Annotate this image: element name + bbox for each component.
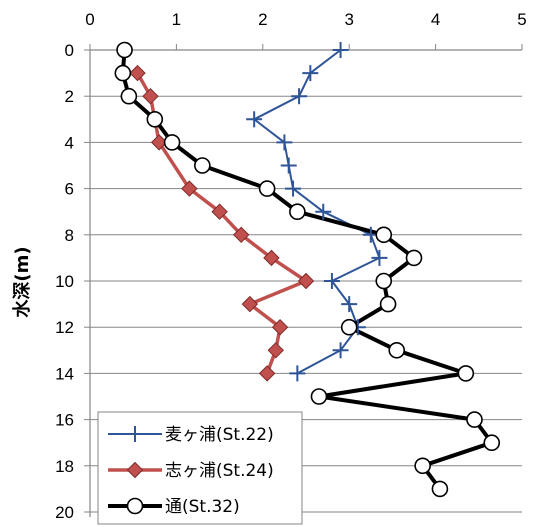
series-1-point-8 xyxy=(315,203,332,220)
y-tick-label-10: 10 xyxy=(55,272,74,291)
y-tick-label-8: 8 xyxy=(65,226,74,245)
series-3-point-19 xyxy=(414,457,431,475)
x-tick-label-1: 1 xyxy=(172,10,181,29)
series-1-point-5 xyxy=(276,134,293,151)
legend-label-2: 志ヶ浦(St.24) xyxy=(165,461,274,481)
series-1-point-2 xyxy=(302,65,319,82)
series-2-point-8 xyxy=(263,249,280,267)
y-tick-label-16: 16 xyxy=(55,411,74,430)
series-3-point-1 xyxy=(116,41,133,59)
series-1-point-7 xyxy=(285,180,302,197)
legend-marker-3 xyxy=(126,497,144,515)
series-2-point-9 xyxy=(297,272,315,290)
legend-label-3: 通(St.32) xyxy=(165,497,240,517)
y-tick-label-20: 20 xyxy=(55,503,74,522)
x-tick-labels: 0 1 2 3 4 5 xyxy=(85,10,526,29)
x-tick-label-3: 3 xyxy=(344,10,353,29)
series-3-point-15 xyxy=(457,365,475,382)
series-2-point-1 xyxy=(129,64,146,82)
axes xyxy=(84,44,523,517)
series-3-point-17 xyxy=(466,411,483,428)
y-tick-label-4: 4 xyxy=(65,133,74,152)
y-tick-label-18: 18 xyxy=(55,457,74,476)
series-1-point-11 xyxy=(323,273,340,289)
series-1-point-6 xyxy=(280,157,297,174)
series-2-point-12 xyxy=(267,342,284,359)
series-3-point-12 xyxy=(379,295,397,313)
series-3-point-4 xyxy=(146,111,164,128)
series-3-point-3 xyxy=(120,87,138,105)
y-tick-labels: 0 2 4 6 8 10 12 14 16 18 20 xyxy=(55,41,74,522)
series-2-point-5 xyxy=(181,180,198,197)
series-1-point-3 xyxy=(291,88,308,105)
series-2-point-7 xyxy=(232,226,250,244)
series-1-point-12 xyxy=(341,296,358,313)
y-tick-label-12: 12 xyxy=(55,318,74,337)
series-3-point-9 xyxy=(375,226,393,244)
x-tick-label-5: 5 xyxy=(517,10,526,29)
series-2-point-6 xyxy=(211,203,228,220)
series-2-point-2 xyxy=(142,87,159,105)
series-3-point-5 xyxy=(163,134,181,151)
series-3-point-18 xyxy=(483,434,501,452)
series-1-point-15 xyxy=(289,365,306,382)
y-axis-label: 水深(m) xyxy=(11,246,33,317)
legend-item-3: 通(St.32) xyxy=(108,497,240,517)
series-2-point-4 xyxy=(150,134,168,151)
y-tick-label-0: 0 xyxy=(65,41,74,60)
series-3-point-2 xyxy=(114,64,132,82)
series-3-point-11 xyxy=(375,272,393,290)
legend-label-1: 麦ヶ浦(St.22) xyxy=(165,425,274,445)
series-3-point-10 xyxy=(405,249,423,267)
legend: 麦ヶ浦(St.22) 志ヶ浦(St.24) 通(St.32) xyxy=(97,411,303,525)
x-tick-label-0: 0 xyxy=(85,10,94,29)
series-1-point-10 xyxy=(371,249,388,266)
y-tick-label-2: 2 xyxy=(65,87,74,106)
series-2-point-10 xyxy=(241,295,259,313)
y-tick-label-14: 14 xyxy=(55,364,74,383)
legend-marker-1 xyxy=(127,426,143,442)
series-3-point-13 xyxy=(340,318,358,336)
series-2-point-11 xyxy=(271,318,289,336)
legend-item-2: 志ヶ浦(St.24) xyxy=(108,461,274,481)
x-tick-label-2: 2 xyxy=(258,10,267,29)
x-tick-label-4: 4 xyxy=(431,10,440,29)
y-tick-label-6: 6 xyxy=(65,180,74,199)
series-3-point-16 xyxy=(310,388,328,405)
legend-marker-2 xyxy=(126,461,144,479)
series-3-point-20 xyxy=(431,480,449,498)
series-3-point-6 xyxy=(194,157,211,174)
plot-area xyxy=(114,41,501,498)
series-3-point-8 xyxy=(289,203,306,220)
series-3-point-7 xyxy=(258,180,276,197)
series-3-point-14 xyxy=(388,341,406,359)
legend-item-1: 麦ヶ浦(St.22) xyxy=(108,425,274,445)
series-1-point-4 xyxy=(246,111,263,128)
series-2-point-13 xyxy=(258,365,276,382)
series-1-point-1 xyxy=(332,42,349,58)
series-1-point-14 xyxy=(332,342,349,359)
